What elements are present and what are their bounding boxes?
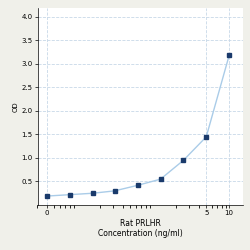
X-axis label: Rat PRLHR
Concentration (ng/ml): Rat PRLHR Concentration (ng/ml) xyxy=(98,219,182,238)
Y-axis label: OD: OD xyxy=(12,101,18,112)
